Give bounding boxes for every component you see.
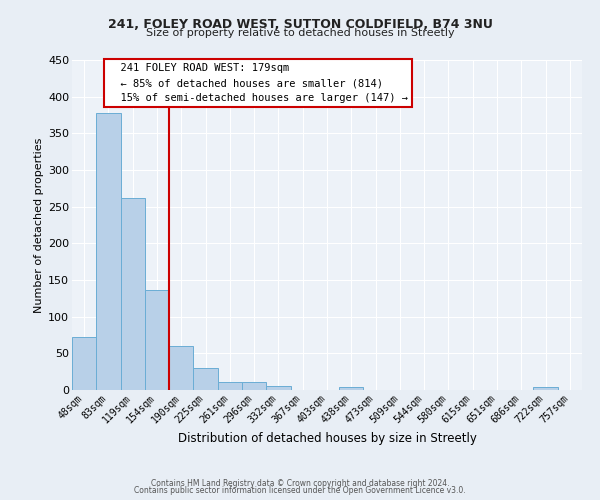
Text: 241, FOLEY ROAD WEST, SUTTON COLDFIELD, B74 3NU: 241, FOLEY ROAD WEST, SUTTON COLDFIELD, … [107, 18, 493, 30]
Bar [218, 382, 242, 390]
Bar [145, 290, 169, 390]
Text: Size of property relative to detached houses in Streetly: Size of property relative to detached ho… [146, 28, 454, 38]
Bar [533, 387, 558, 390]
Bar [169, 346, 193, 390]
Text: Contains public sector information licensed under the Open Government Licence v3: Contains public sector information licen… [134, 486, 466, 495]
Bar [96, 113, 121, 390]
Bar [339, 387, 364, 390]
Text: 241 FOLEY ROAD WEST: 179sqm
  ← 85% of detached houses are smaller (814)
  15% o: 241 FOLEY ROAD WEST: 179sqm ← 85% of det… [108, 64, 408, 103]
Bar [193, 368, 218, 390]
Bar [242, 382, 266, 390]
Y-axis label: Number of detached properties: Number of detached properties [34, 138, 44, 312]
Bar [121, 198, 145, 390]
Bar [72, 337, 96, 390]
X-axis label: Distribution of detached houses by size in Streetly: Distribution of detached houses by size … [178, 432, 476, 444]
Bar [266, 386, 290, 390]
Text: Contains HM Land Registry data © Crown copyright and database right 2024.: Contains HM Land Registry data © Crown c… [151, 478, 449, 488]
